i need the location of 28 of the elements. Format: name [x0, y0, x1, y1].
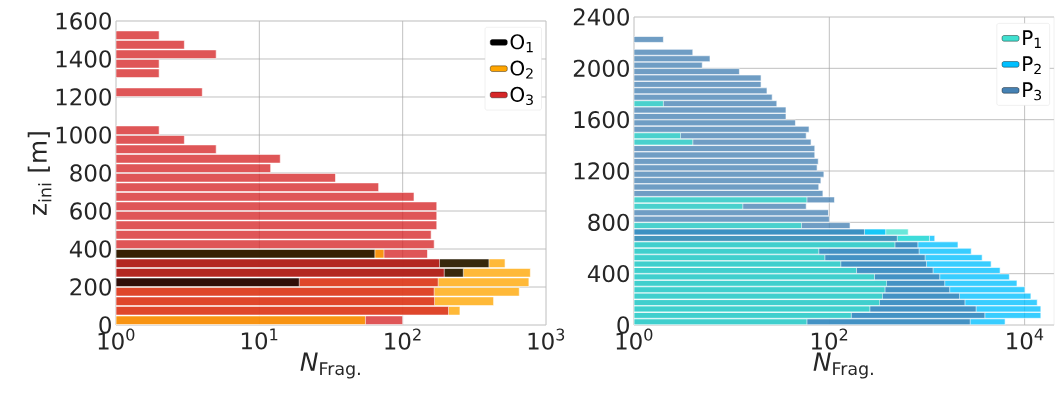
- x-tick-label: 10$^{3}$: [528, 328, 565, 350]
- x-tick-label: 10$^{2}$: [385, 328, 421, 350]
- y-tick-label: 600: [70, 202, 111, 220]
- legend-label: P$_{3}$: [1023, 82, 1042, 101]
- legend-label: P$_{2}$: [1023, 56, 1041, 75]
- x-axis-title: N$_{Frag.}$: [813, 352, 873, 379]
- y-tick-label: 800: [588, 213, 629, 231]
- legend-label: O$_{2}$: [510, 60, 533, 79]
- y-tick-label: 1000: [56, 126, 111, 144]
- legend-label: O$_{1}$: [510, 34, 533, 53]
- x-tick-label: 10$^{2}$: [811, 328, 848, 350]
- y-tick-label: 800: [70, 164, 111, 182]
- y-tick-label: 1200: [574, 162, 629, 180]
- y-tick-label: 400: [69, 240, 111, 258]
- y-tick-label: 1200: [56, 88, 111, 106]
- y-tick-label: 1600: [56, 12, 111, 30]
- x-tick-label: 10$^{4}$: [1007, 328, 1044, 350]
- x-tick-label: 10$^{1}$: [241, 328, 278, 350]
- y-tick-label: 2400: [573, 8, 629, 26]
- legend-label: P$_{1}$: [1023, 30, 1041, 48]
- y-tick-label: 400: [587, 264, 629, 283]
- legend-label: O$_{3}$: [510, 86, 533, 106]
- y-tick-label: 1400: [56, 50, 111, 68]
- y-tick-label: 200: [70, 278, 111, 296]
- x-axis-title: N$_{Frag.}$: [300, 352, 360, 379]
- y-tick-label: 1600: [574, 110, 629, 129]
- y-axis-title: z$_{ini}$ [m]: [27, 132, 52, 215]
- y-tick-label: 2000: [573, 59, 629, 77]
